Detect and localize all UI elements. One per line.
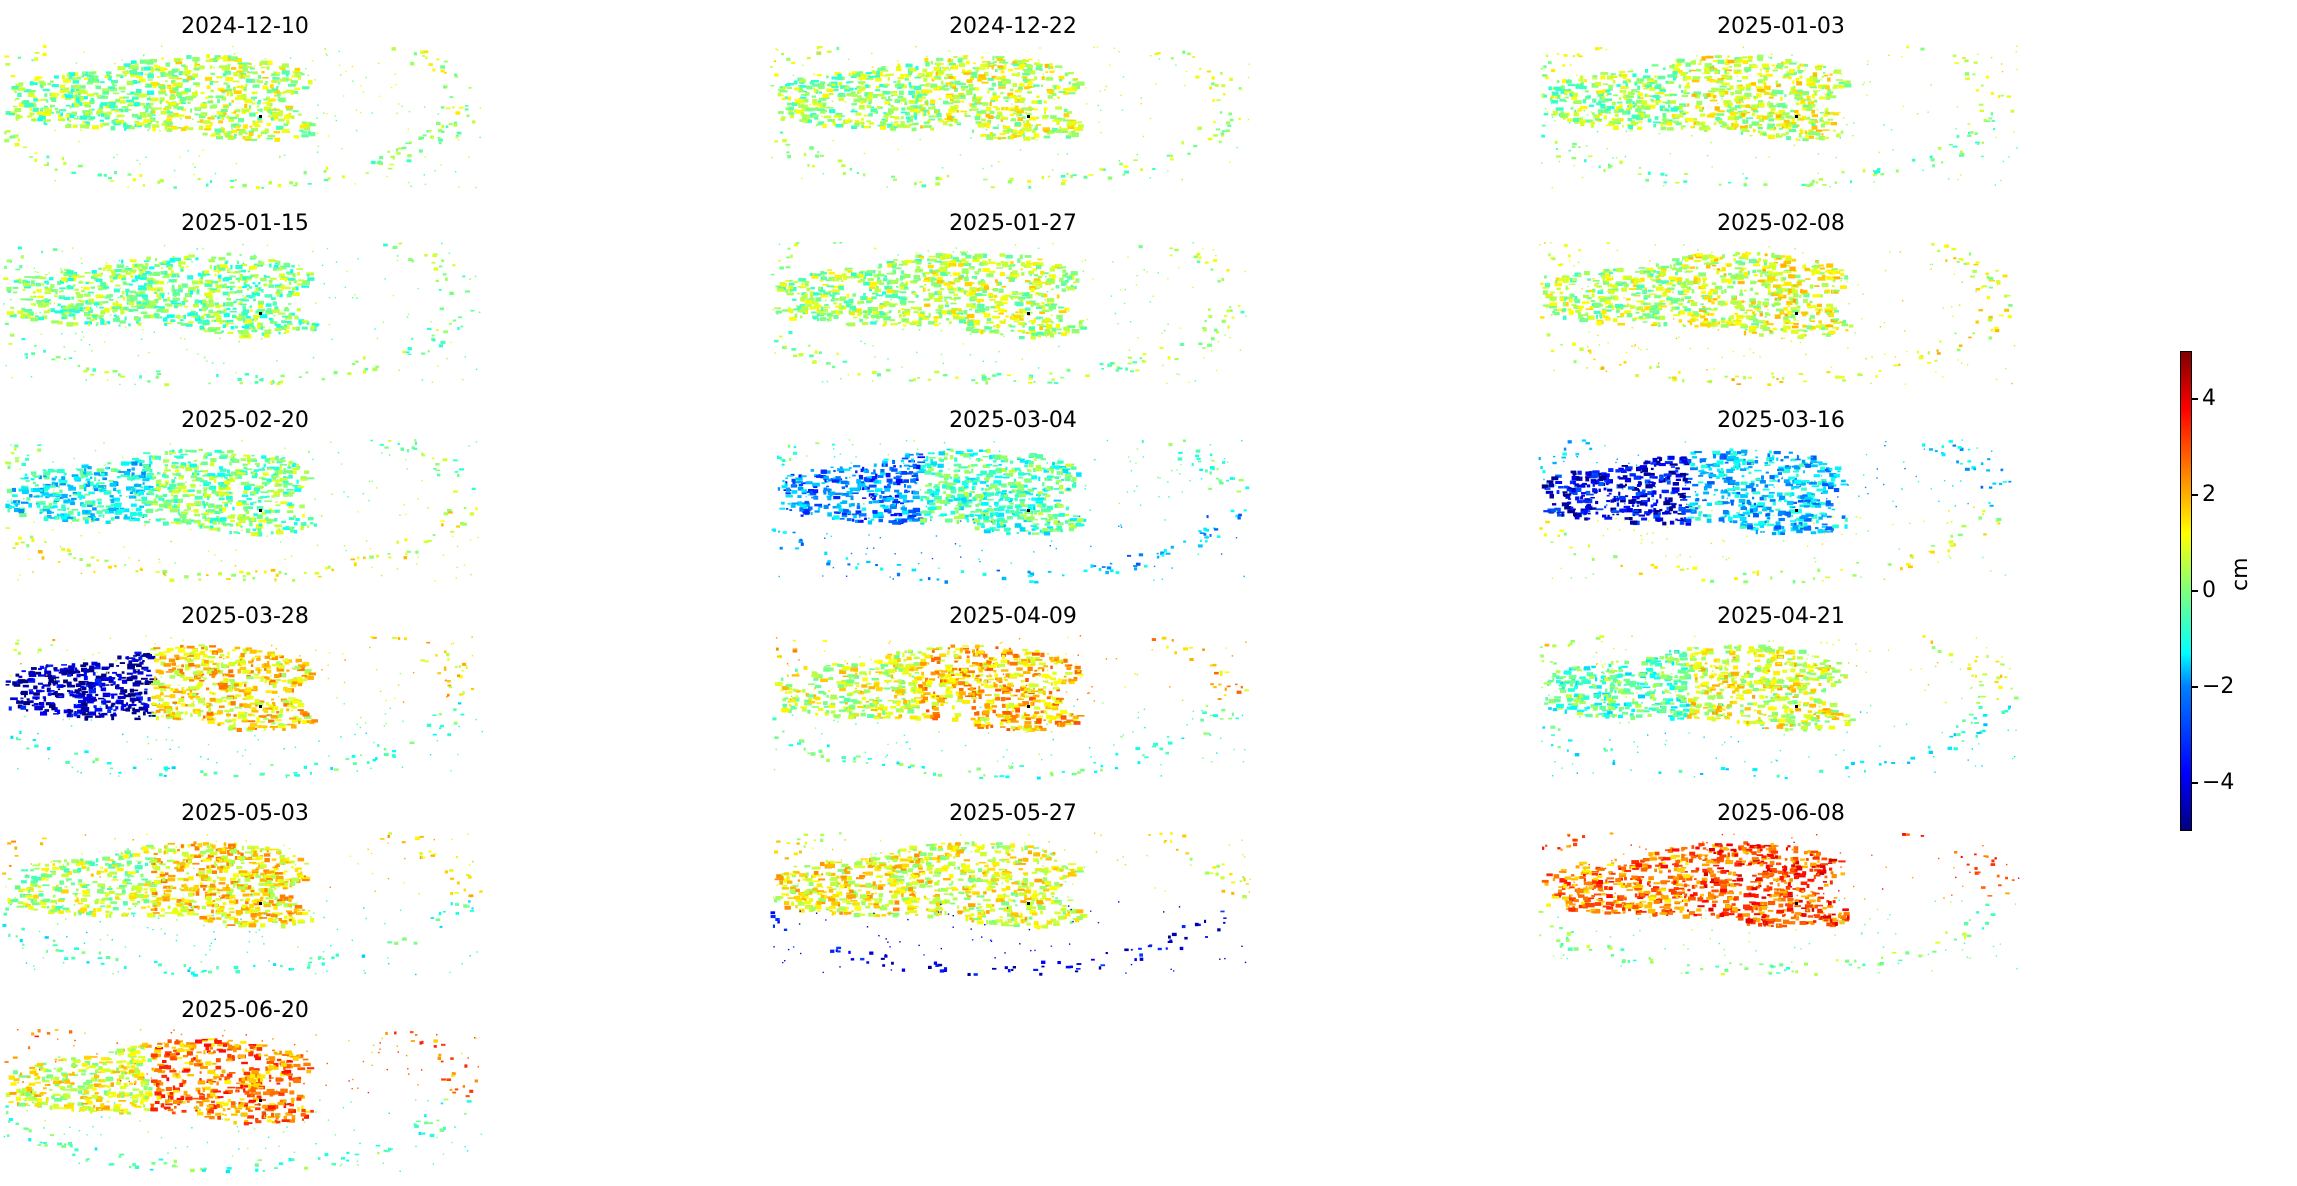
displacement-map [1538,832,2020,976]
panel: 2025-05-03 [0,801,490,977]
reference-point [259,705,262,708]
reference-point [1027,902,1030,905]
panel-title: 2025-05-03 [181,801,309,826]
panel-title: 2025-01-03 [1717,14,1845,39]
panel-title: 2025-05-27 [949,801,1077,826]
colorbar-gradient [2180,351,2192,831]
reference-point [1795,509,1798,512]
panel-title: 2025-01-15 [181,211,309,236]
displacement-map [3,1029,482,1174]
displacement-map [4,45,481,190]
reference-point [1027,705,1030,708]
panel: 2024-12-22 [768,14,1258,189]
reference-point [259,115,262,118]
reference-point [259,312,262,315]
panel: 2025-06-20 [0,998,490,1174]
panel-title: 2025-03-04 [949,408,1077,433]
displacement-map [771,439,1250,584]
panel-title: 2025-06-20 [181,998,309,1023]
reference-point [259,509,262,512]
reference-point [1027,312,1030,315]
panel-title: 2025-01-27 [949,211,1077,236]
reference-point [1795,115,1798,118]
colorbar-tick-label: −2 [2202,674,2235,699]
displacement-map [1540,635,2019,780]
colorbar-tick-label: 4 [2202,386,2216,411]
colorbar-label: cm [2228,557,2253,591]
panel-title: 2025-02-08 [1717,211,1845,236]
colorbar-tick-mark [2192,398,2198,400]
colorbar-tick-mark [2192,686,2198,688]
colorbar-tick-label: 0 [2202,578,2216,603]
panel: 2025-02-08 [1536,211,2026,386]
displacement-map [1538,439,2012,584]
reference-point [1795,705,1798,708]
panel-title: 2025-04-09 [949,604,1077,629]
panel-title: 2025-02-20 [181,408,309,433]
reference-point [1795,902,1798,905]
colorbar-tick-label: 2 [2202,482,2216,507]
reference-point [259,902,262,905]
panel-title: 2024-12-22 [949,14,1077,39]
panel-title: 2025-06-08 [1717,801,1845,826]
reference-point [259,1099,262,1102]
displacement-map [770,242,1247,385]
panel: 2025-01-03 [1536,14,2026,189]
displacement-map [3,242,481,387]
panel: 2025-01-27 [768,211,1258,385]
panel: 2025-02-20 [0,408,490,582]
panel: 2025-06-08 [1536,801,2026,976]
displacement-map [770,46,1250,189]
panel: 2024-12-10 [0,14,490,190]
panel: 2025-03-28 [0,604,490,778]
panel: 2025-04-21 [1536,604,2026,780]
panel: 2025-04-09 [768,604,1258,780]
displacement-map [5,439,479,582]
displacement-map [5,635,483,778]
displacement-map [1539,242,2016,386]
reference-point [1027,115,1030,118]
colorbar-tick-mark [2192,782,2198,784]
displacement-map [772,635,1249,780]
colorbar-tick-mark [2192,494,2198,496]
colorbar: 4 2 0 −2 −4 cm [2180,351,2270,841]
panel: 2025-03-04 [768,408,1258,584]
displacement-map [2,832,483,977]
panel-title: 2025-03-16 [1717,408,1845,433]
colorbar-tick-label: −4 [2202,770,2235,795]
panel-title: 2024-12-10 [181,14,309,39]
colorbar-tick-mark [2192,590,2198,592]
reference-point [1027,509,1030,512]
panel: 2025-01-15 [0,211,490,387]
displacement-map [1540,45,2018,189]
panel: 2025-03-16 [1536,408,2026,584]
panel: 2025-05-27 [768,801,1258,976]
reference-point [1795,312,1798,315]
displacement-map [770,832,1251,976]
panel-title: 2025-03-28 [181,604,309,629]
panel-title: 2025-04-21 [1717,604,1845,629]
